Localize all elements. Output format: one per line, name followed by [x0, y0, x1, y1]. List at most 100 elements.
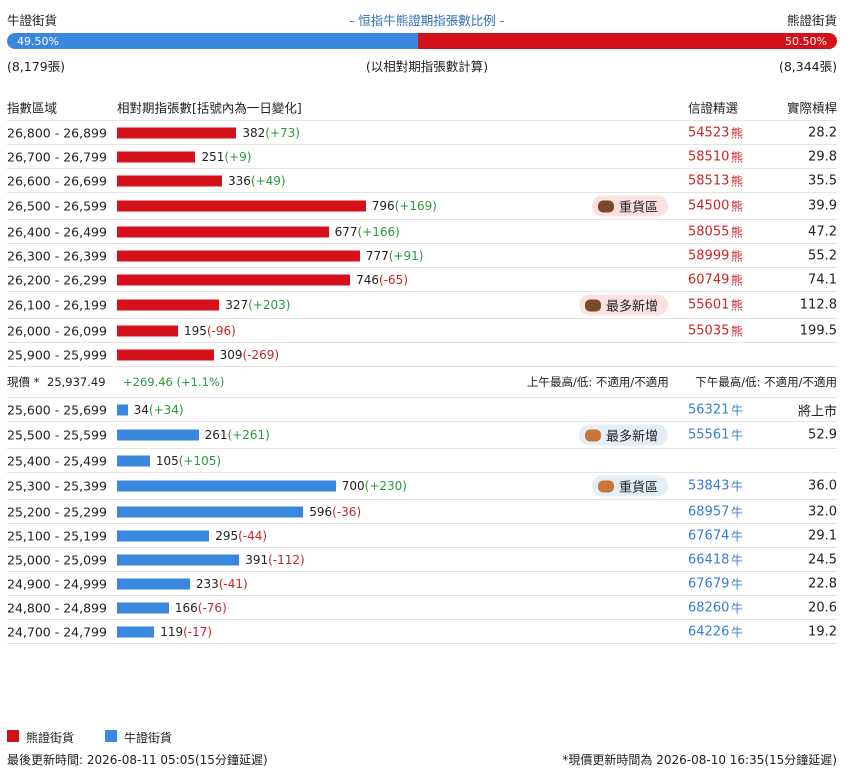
- leverage: 35.5: [808, 173, 837, 188]
- bar: [117, 626, 155, 637]
- badge: 最多新增: [578, 294, 668, 316]
- range: 24,700 - 24,799: [7, 624, 107, 639]
- bar-label: 309(-269): [220, 348, 280, 362]
- warrant-kind: 牛: [731, 577, 744, 591]
- badge-label: 重貨區: [618, 480, 658, 496]
- warrant-kind: 牛: [731, 403, 744, 417]
- count: 295: [215, 528, 239, 543]
- bar: [117, 299, 220, 311]
- change: (+105): [178, 453, 222, 468]
- leverage: 112.8: [799, 297, 837, 313]
- table-row: 25,500 - 25,599 261(+261) 最多新增 55561 牛 52.9: [7, 422, 837, 449]
- count: 336: [228, 173, 251, 188]
- range: 25,300 - 25,399: [7, 478, 107, 494]
- badge: 重貨區: [591, 475, 668, 497]
- table-row: 25,900 - 25,999 309(-269): [7, 343, 837, 367]
- bar: [117, 578, 190, 589]
- current-price-row: 現價 * 25,937.49 +269.46 (+1.1%) 上午最高/低: 不適用/…: [7, 367, 837, 398]
- table-row: 25,300 - 25,399 700(+230) 重貨區 53843 牛 36.0: [7, 473, 837, 500]
- leverage: 19.2: [808, 624, 837, 639]
- bar: [117, 274, 351, 285]
- bar-label: 34(+34): [134, 403, 184, 417]
- table-row: 26,400 - 26,499 677(+166) 58055 熊 47.2: [7, 220, 837, 244]
- badge: 最多新增: [578, 424, 668, 446]
- bull-label: 牛證街貨: [7, 13, 58, 28]
- warrant-code: 60749: [688, 272, 730, 287]
- warrant-code: 58510: [688, 149, 730, 164]
- range: 26,000 - 26,099: [7, 323, 107, 338]
- warrant-code: 64226: [688, 624, 730, 639]
- bull-ratio-label: 49.50%: [17, 34, 59, 48]
- current-change: +269.46 (+1.1%): [123, 375, 225, 389]
- bar: [117, 175, 222, 186]
- warrant-kind: 牛: [731, 625, 744, 639]
- table-row: 25,100 - 25,199 295(-44) 67674 牛 29.1: [7, 524, 837, 548]
- legend-label: 熊證街貨: [26, 731, 75, 745]
- bar: [117, 200, 366, 212]
- bar-label: 105(+105): [156, 454, 221, 468]
- table-row: 25,400 - 25,499 105(+105): [7, 449, 837, 473]
- bar: [117, 429, 199, 441]
- count: 251: [201, 149, 225, 164]
- table-header: 指數區域 相對期指張數[括號內為一日變化] 信證精選 實際槓桿: [7, 93, 837, 121]
- range: 26,200 - 26,299: [7, 272, 107, 287]
- range: 26,700 - 26,799: [7, 149, 107, 164]
- warrant-kind: 牛: [731, 505, 744, 519]
- table-row: 26,200 - 26,299 746(-65) 60749 熊 74.1: [7, 268, 837, 292]
- bar-label: 295(-44): [215, 529, 267, 543]
- leverage: 55.2: [808, 248, 837, 263]
- table-row: 24,700 - 24,799 119(-17) 64226 牛 19.2: [7, 620, 837, 644]
- change: (+91): [388, 248, 424, 263]
- change: (-36): [332, 504, 362, 519]
- table-row: 24,900 - 24,999 233(-41) 67679 牛 22.8: [7, 572, 837, 596]
- range: 25,900 - 25,999: [7, 347, 107, 362]
- change: (+9): [224, 149, 252, 164]
- change: (-17): [183, 624, 213, 639]
- change: (-41): [218, 576, 248, 591]
- leverage: 20.6: [808, 600, 837, 615]
- current-price: 25,937.49: [47, 375, 106, 389]
- warrant-kind: 熊: [731, 126, 744, 140]
- table-row: 26,600 - 26,699 336(+49) 58513 熊 35.5: [7, 169, 837, 193]
- count: 746: [356, 272, 380, 287]
- count: 596: [309, 504, 333, 519]
- warrant-code: 58999: [688, 248, 730, 263]
- count: 777: [365, 248, 389, 263]
- change: (+169): [394, 199, 437, 213]
- badge-label: 最多新增: [605, 429, 658, 445]
- change: (+166): [357, 224, 400, 239]
- bar-label: 233(-41): [196, 577, 248, 591]
- warrant-code: 68957: [688, 504, 730, 519]
- warrant-kind: 熊: [731, 150, 744, 164]
- count: 261: [204, 428, 228, 442]
- table-row: 25,000 - 25,099 391(-112) 66418 牛 24.5: [7, 548, 837, 572]
- table-row: 26,700 - 26,799 251(+9) 58510 熊 29.8: [7, 145, 837, 169]
- bar-label: 327(+203): [225, 298, 290, 312]
- legend-swatch: [105, 730, 117, 742]
- change: (-96): [206, 323, 236, 338]
- leverage: 29.8: [808, 149, 837, 164]
- bar: [117, 349, 214, 360]
- count: 796: [371, 199, 395, 213]
- warrant-code: 58055: [688, 224, 730, 239]
- range: 25,100 - 25,199: [7, 528, 107, 543]
- leverage: 29.1: [808, 528, 837, 543]
- count: 700: [341, 479, 365, 493]
- count: 382: [242, 125, 266, 140]
- warrant-kind: 牛: [731, 601, 744, 615]
- warrant-code: 54523: [688, 125, 730, 140]
- warrant-code: 67679: [688, 576, 730, 591]
- range: 25,000 - 25,099: [7, 552, 107, 567]
- bar: [117, 250, 360, 261]
- column-header: 相對期指張數[括號內為一日變化]: [117, 100, 302, 115]
- bar: [117, 530, 210, 541]
- warrant-kind: 熊: [731, 298, 744, 313]
- warrant-code: 53843: [688, 478, 730, 494]
- warrant-kind: 牛: [731, 529, 744, 543]
- bar-label: 166(-76): [175, 601, 227, 615]
- leverage: 24.5: [808, 552, 837, 567]
- warrant-kind: 熊: [731, 199, 744, 214]
- count: 195: [183, 323, 207, 338]
- bar: [117, 151, 196, 162]
